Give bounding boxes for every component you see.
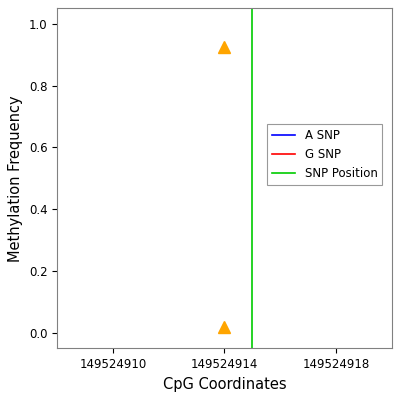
Legend: A SNP, G SNP, SNP Position: A SNP, G SNP, SNP Position <box>267 124 382 185</box>
Y-axis label: Methylation Frequency: Methylation Frequency <box>8 95 23 262</box>
X-axis label: CpG Coordinates: CpG Coordinates <box>163 377 286 392</box>
